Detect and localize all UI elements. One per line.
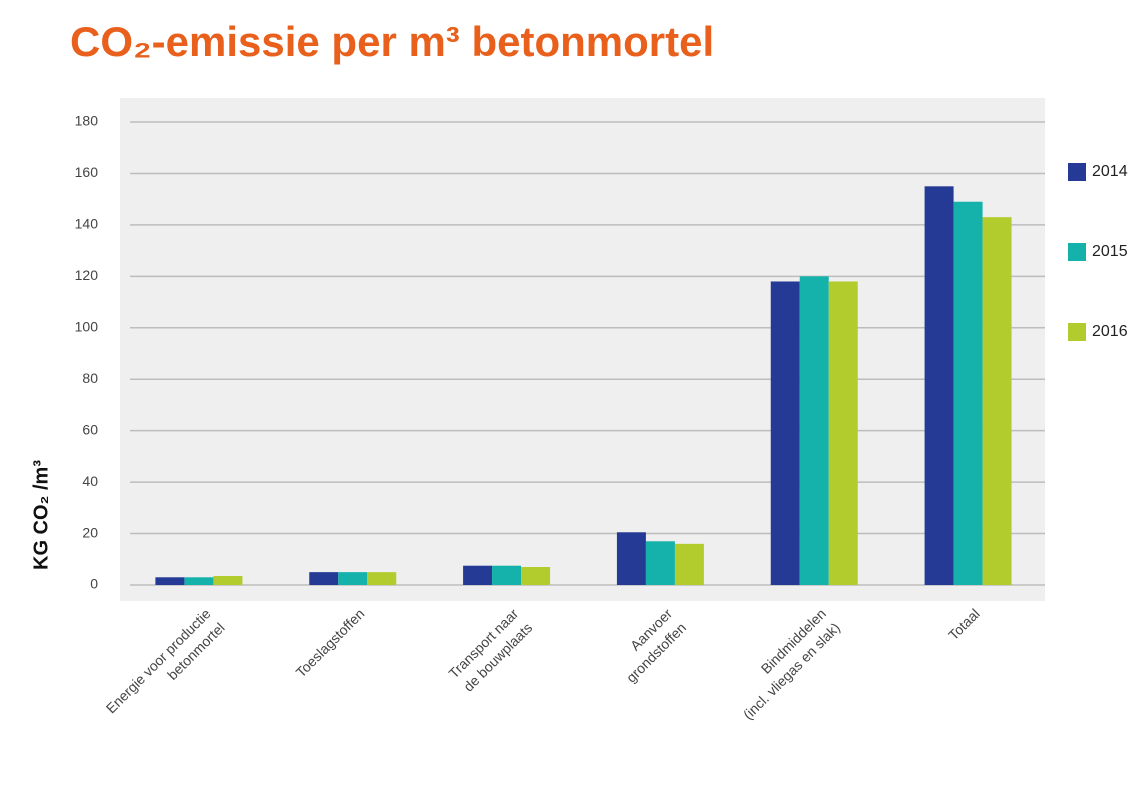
bar <box>184 577 214 585</box>
y-tick-label: 80 <box>82 370 98 386</box>
y-tick-label: 60 <box>82 421 98 437</box>
y-axis-label: KG CO₂ /m³ <box>30 460 52 570</box>
bar <box>770 281 800 585</box>
bar <box>309 572 339 585</box>
y-tick-label: 140 <box>75 216 99 232</box>
bar <box>463 565 493 585</box>
bar <box>616 532 646 585</box>
chart-title: CO₂-emissie per m³ betonmortel <box>70 18 714 65</box>
legend-swatch <box>1068 163 1086 181</box>
plot-background <box>120 98 1045 601</box>
legend-label: 2016 <box>1092 323 1128 340</box>
bar <box>645 541 675 585</box>
legend-swatch <box>1068 243 1086 261</box>
legend-label: 2014 <box>1092 163 1128 180</box>
y-tick-label: 120 <box>75 267 99 283</box>
y-tick-label: 180 <box>75 113 99 129</box>
bar <box>213 575 243 585</box>
legend-label: 2015 <box>1092 243 1128 260</box>
bar <box>674 543 704 585</box>
bar <box>367 572 397 585</box>
bar <box>338 572 368 585</box>
legend-swatch <box>1068 323 1086 341</box>
bar <box>521 566 551 585</box>
y-tick-label: 160 <box>75 164 99 180</box>
bar <box>953 201 983 585</box>
bar <box>155 577 185 585</box>
y-tick-label: 20 <box>82 524 98 540</box>
y-tick-label: 40 <box>82 473 98 489</box>
bar <box>924 186 954 586</box>
x-tick-label: Totaal <box>945 605 983 643</box>
bar <box>828 281 858 585</box>
bar <box>982 217 1012 585</box>
y-tick-label: 0 <box>90 576 98 592</box>
bar <box>799 276 829 585</box>
bar <box>492 565 522 585</box>
x-tick-label: Toeslagstoffen <box>293 605 368 680</box>
y-tick-label: 100 <box>75 318 99 334</box>
